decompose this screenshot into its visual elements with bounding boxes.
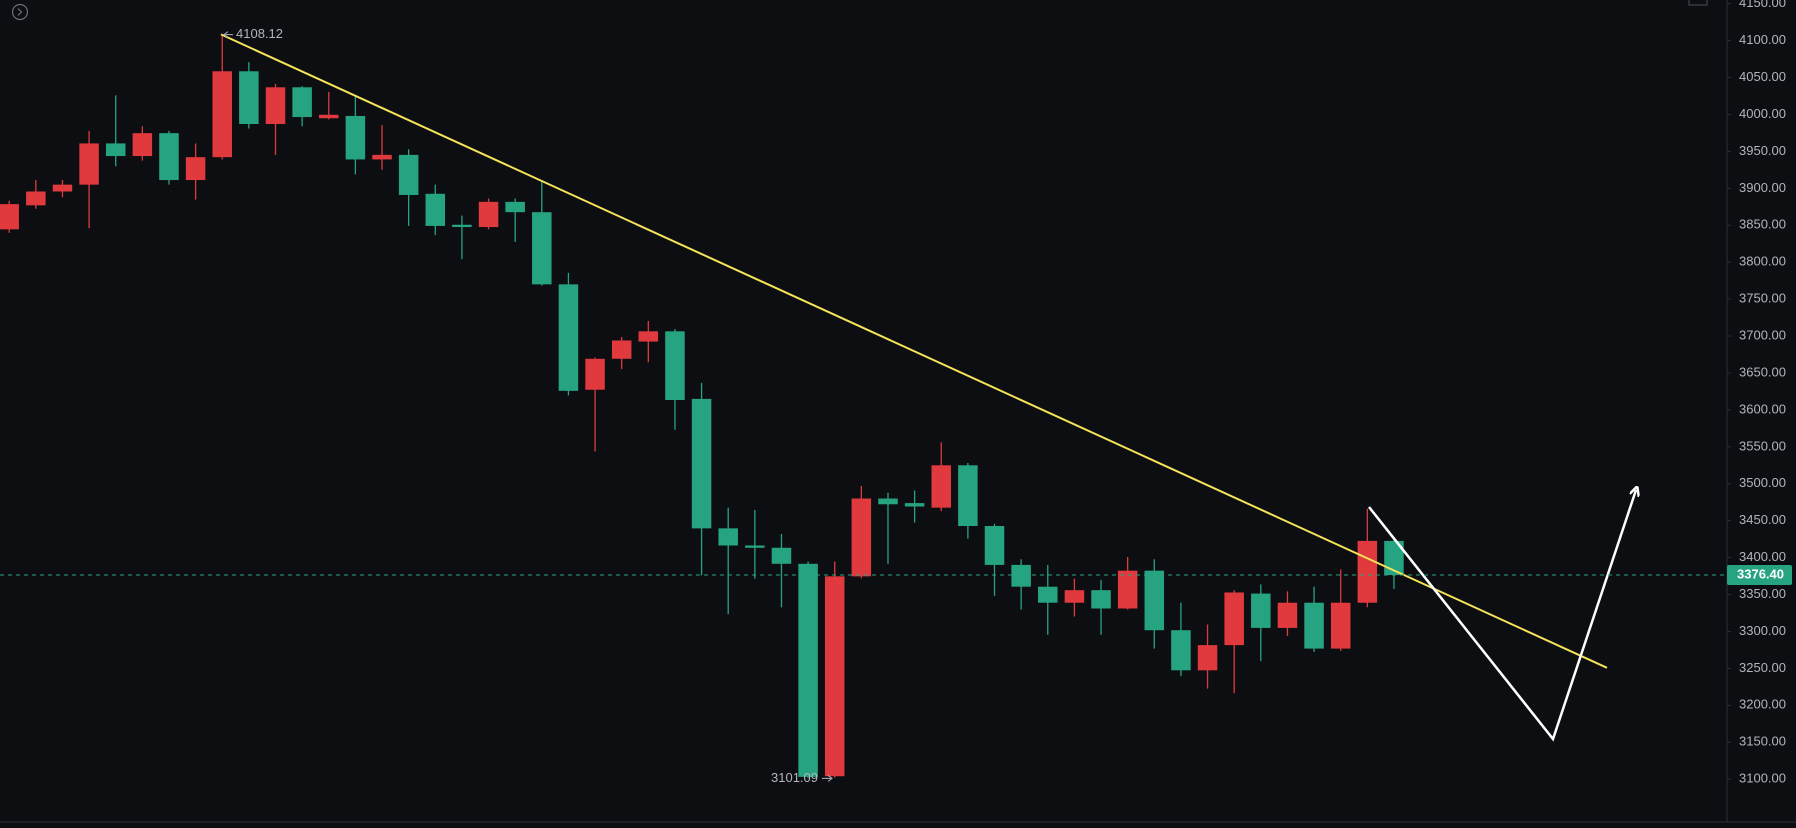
candle-body: [1171, 630, 1191, 671]
candle-body: [1304, 602, 1324, 649]
y-tick-label: 4100.00: [1739, 32, 1786, 47]
candle-body: [0, 204, 19, 230]
y-tick-label: 4150.00: [1739, 0, 1786, 10]
candle-body: [478, 201, 499, 228]
low-marker-arrowhead: [827, 774, 833, 782]
projection-path: [1368, 490, 1636, 742]
candle-body: [1330, 602, 1351, 649]
candle-body: [1197, 645, 1218, 671]
candle-body: [611, 340, 632, 359]
y-tick-label: 3300.00: [1739, 623, 1786, 638]
candle-body: [1038, 586, 1058, 603]
candle-body: [1117, 570, 1138, 609]
candle-body: [665, 331, 685, 400]
candle-body: [532, 212, 552, 285]
last-price-label: 3376.40: [1737, 566, 1784, 581]
candle-body: [585, 358, 605, 390]
candle-body: [958, 465, 978, 526]
y-tick-label: 3700.00: [1739, 327, 1786, 342]
candle-body: [212, 71, 232, 158]
candle-body: [292, 87, 312, 118]
candle-body: [851, 498, 872, 577]
candle-body: [878, 498, 898, 505]
candle-body: [718, 528, 738, 546]
high-marker-arrowhead: [223, 31, 229, 39]
y-tick-label: 3900.00: [1739, 180, 1786, 195]
high-marker-label: 4108.12: [236, 26, 283, 41]
candle-body: [1091, 590, 1111, 609]
low-marker-label: 3101.09: [771, 770, 818, 785]
candle-body: [1011, 564, 1031, 587]
candle-body: [239, 71, 259, 125]
candle-body: [452, 224, 472, 228]
y-tick-label: 3550.00: [1739, 438, 1786, 453]
y-tick-label: 3650.00: [1739, 364, 1786, 379]
y-tick-label: 3750.00: [1739, 291, 1786, 306]
y-tick-label: 3500.00: [1739, 475, 1786, 490]
candle-body: [159, 133, 179, 181]
candle-body: [79, 143, 99, 185]
candle-body: [1277, 602, 1298, 628]
candle-body: [105, 143, 126, 157]
candle-body: [26, 191, 46, 206]
y-tick-label: 3800.00: [1739, 254, 1786, 269]
candle-body: [1384, 540, 1404, 576]
candle-body: [319, 114, 339, 119]
candle-body: [558, 284, 579, 391]
candle-body: [904, 503, 925, 507]
y-tick-label: 3850.00: [1739, 217, 1786, 232]
y-tick-label: 3400.00: [1739, 549, 1786, 564]
candle-body: [1224, 592, 1244, 646]
y-tick-label: 3200.00: [1739, 697, 1786, 712]
candle-body: [345, 115, 366, 160]
settings-icon[interactable]: [1688, 0, 1708, 6]
candle-body: [1251, 593, 1271, 628]
candle-body: [984, 525, 1005, 565]
candle-body: [691, 398, 712, 529]
last-price-box: [1727, 565, 1792, 586]
trend-line: [220, 33, 1608, 669]
y-tick-label: 3600.00: [1739, 401, 1786, 416]
y-tick-label: 3250.00: [1739, 660, 1786, 675]
candle-body: [1357, 540, 1378, 603]
collapse-button[interactable]: [11, 3, 29, 21]
y-tick-label: 3100.00: [1739, 771, 1786, 786]
collapse-icon: [17, 8, 23, 16]
candle-body: [265, 87, 286, 125]
y-tick-label: 3150.00: [1739, 734, 1786, 749]
candle-body: [52, 184, 73, 192]
candle-body: [638, 331, 659, 342]
candle-body: [132, 133, 153, 157]
candle-body: [425, 193, 446, 226]
y-tick-label: 3450.00: [1739, 512, 1786, 527]
y-tick-label: 4050.00: [1739, 69, 1786, 84]
y-tick-label: 3350.00: [1739, 586, 1786, 601]
y-tick-label: 3950.00: [1739, 143, 1786, 158]
candles: [0, 34, 1404, 779]
candle-body: [1064, 590, 1085, 603]
candle-body: [372, 154, 392, 160]
candle-body: [745, 545, 765, 548]
candle-body: [798, 563, 818, 777]
candle-body: [505, 201, 525, 213]
candle-body: [824, 576, 845, 777]
candle-body: [398, 154, 419, 195]
candle-body: [771, 547, 792, 564]
candle-body: [185, 157, 206, 181]
candle-body: [931, 465, 951, 508]
y-tick-label: 4000.00: [1739, 106, 1786, 121]
candle-body: [1144, 570, 1165, 631]
